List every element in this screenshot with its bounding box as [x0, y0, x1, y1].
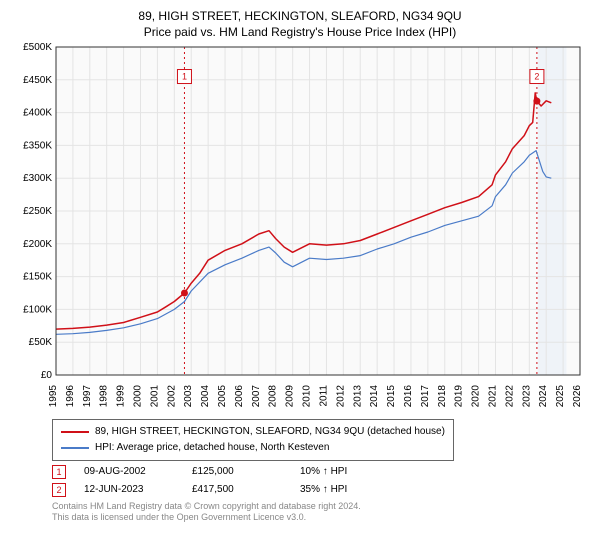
- event-delta: 35% ↑ HPI: [300, 484, 390, 495]
- legend-swatch: [61, 447, 89, 449]
- svg-text:£250K: £250K: [23, 206, 52, 217]
- svg-text:1999: 1999: [116, 384, 127, 407]
- footer-line: Contains HM Land Registry data © Crown c…: [52, 501, 588, 513]
- event-marker: 2: [52, 483, 66, 497]
- svg-text:2026: 2026: [572, 384, 583, 407]
- legend: 89, HIGH STREET, HECKINGTON, SLEAFORD, N…: [52, 419, 454, 461]
- svg-text:£500K: £500K: [23, 43, 52, 53]
- svg-text:2020: 2020: [471, 384, 482, 407]
- chart-area: £0 £50K £100K £150K £200K £250K £300K £350K £400…: [12, 43, 588, 413]
- legend-swatch: [61, 431, 89, 433]
- svg-text:2009: 2009: [285, 384, 296, 407]
- svg-text:2005: 2005: [217, 384, 228, 407]
- svg-text:2016: 2016: [403, 384, 414, 407]
- footer-line: This data is licensed under the Open Gov…: [52, 512, 588, 524]
- svg-text:1998: 1998: [99, 384, 110, 407]
- svg-text:2010: 2010: [302, 384, 313, 407]
- chart-title: 89, HIGH STREET, HECKINGTON, SLEAFORD, N…: [12, 8, 588, 25]
- svg-text:2023: 2023: [521, 384, 532, 407]
- svg-text:2007: 2007: [251, 384, 262, 407]
- svg-text:£350K: £350K: [23, 140, 52, 151]
- event-price: £125,000: [192, 466, 282, 477]
- event-price: £417,500: [192, 484, 282, 495]
- svg-text:2014: 2014: [369, 384, 380, 407]
- svg-text:£50K: £50K: [29, 337, 53, 348]
- svg-text:2017: 2017: [420, 384, 431, 407]
- line-chart: £0 £50K £100K £150K £200K £250K £300K £350K £400…: [12, 43, 588, 413]
- chart-subtitle: Price paid vs. HM Land Registry's House …: [12, 25, 588, 39]
- event-row: 1 09-AUG-2002 £125,000 10% ↑ HPI: [52, 465, 588, 479]
- event-marker: 1: [52, 465, 66, 479]
- svg-text:2021: 2021: [487, 384, 498, 407]
- legend-label: 89, HIGH STREET, HECKINGTON, SLEAFORD, N…: [95, 424, 445, 440]
- svg-text:£400K: £400K: [23, 107, 52, 118]
- svg-text:2015: 2015: [386, 384, 397, 407]
- svg-text:2001: 2001: [149, 384, 160, 407]
- svg-text:2008: 2008: [268, 384, 279, 407]
- event-date: 09-AUG-2002: [84, 466, 174, 477]
- event-list: 1 09-AUG-2002 £125,000 10% ↑ HPI 2 12-JUN-202…: [52, 465, 588, 497]
- svg-text:2000: 2000: [133, 384, 144, 407]
- svg-text:£100K: £100K: [23, 304, 52, 315]
- svg-text:2006: 2006: [234, 384, 245, 407]
- svg-text:£450K: £450K: [23, 75, 52, 86]
- legend-item: 89, HIGH STREET, HECKINGTON, SLEAFORD, N…: [61, 424, 445, 440]
- event-delta: 10% ↑ HPI: [300, 466, 390, 477]
- svg-text:1997: 1997: [82, 384, 93, 407]
- svg-text:1: 1: [182, 71, 187, 81]
- svg-text:2003: 2003: [183, 384, 194, 407]
- svg-text:2013: 2013: [352, 384, 363, 407]
- event-date: 12-JUN-2023: [84, 484, 174, 495]
- svg-text:2025: 2025: [555, 384, 566, 407]
- svg-text:2019: 2019: [454, 384, 465, 407]
- svg-text:1995: 1995: [48, 384, 59, 407]
- svg-text:2024: 2024: [538, 384, 549, 407]
- svg-text:£150K: £150K: [23, 271, 52, 282]
- svg-text:2011: 2011: [318, 384, 329, 406]
- legend-item: HPI: Average price, detached house, Nort…: [61, 440, 445, 456]
- svg-text:2012: 2012: [335, 384, 346, 407]
- svg-text:2004: 2004: [200, 384, 211, 407]
- svg-text:£300K: £300K: [23, 173, 52, 184]
- svg-text:£200K: £200K: [23, 239, 52, 250]
- svg-text:2022: 2022: [504, 384, 515, 407]
- svg-text:2018: 2018: [437, 384, 448, 407]
- svg-text:2: 2: [534, 71, 539, 81]
- svg-text:1996: 1996: [65, 384, 76, 407]
- svg-text:2002: 2002: [166, 384, 177, 407]
- svg-text:£0: £0: [41, 370, 53, 381]
- event-row: 2 12-JUN-2023 £417,500 35% ↑ HPI: [52, 483, 588, 497]
- footer-attribution: Contains HM Land Registry data © Crown c…: [52, 501, 588, 524]
- legend-label: HPI: Average price, detached house, Nort…: [95, 440, 329, 456]
